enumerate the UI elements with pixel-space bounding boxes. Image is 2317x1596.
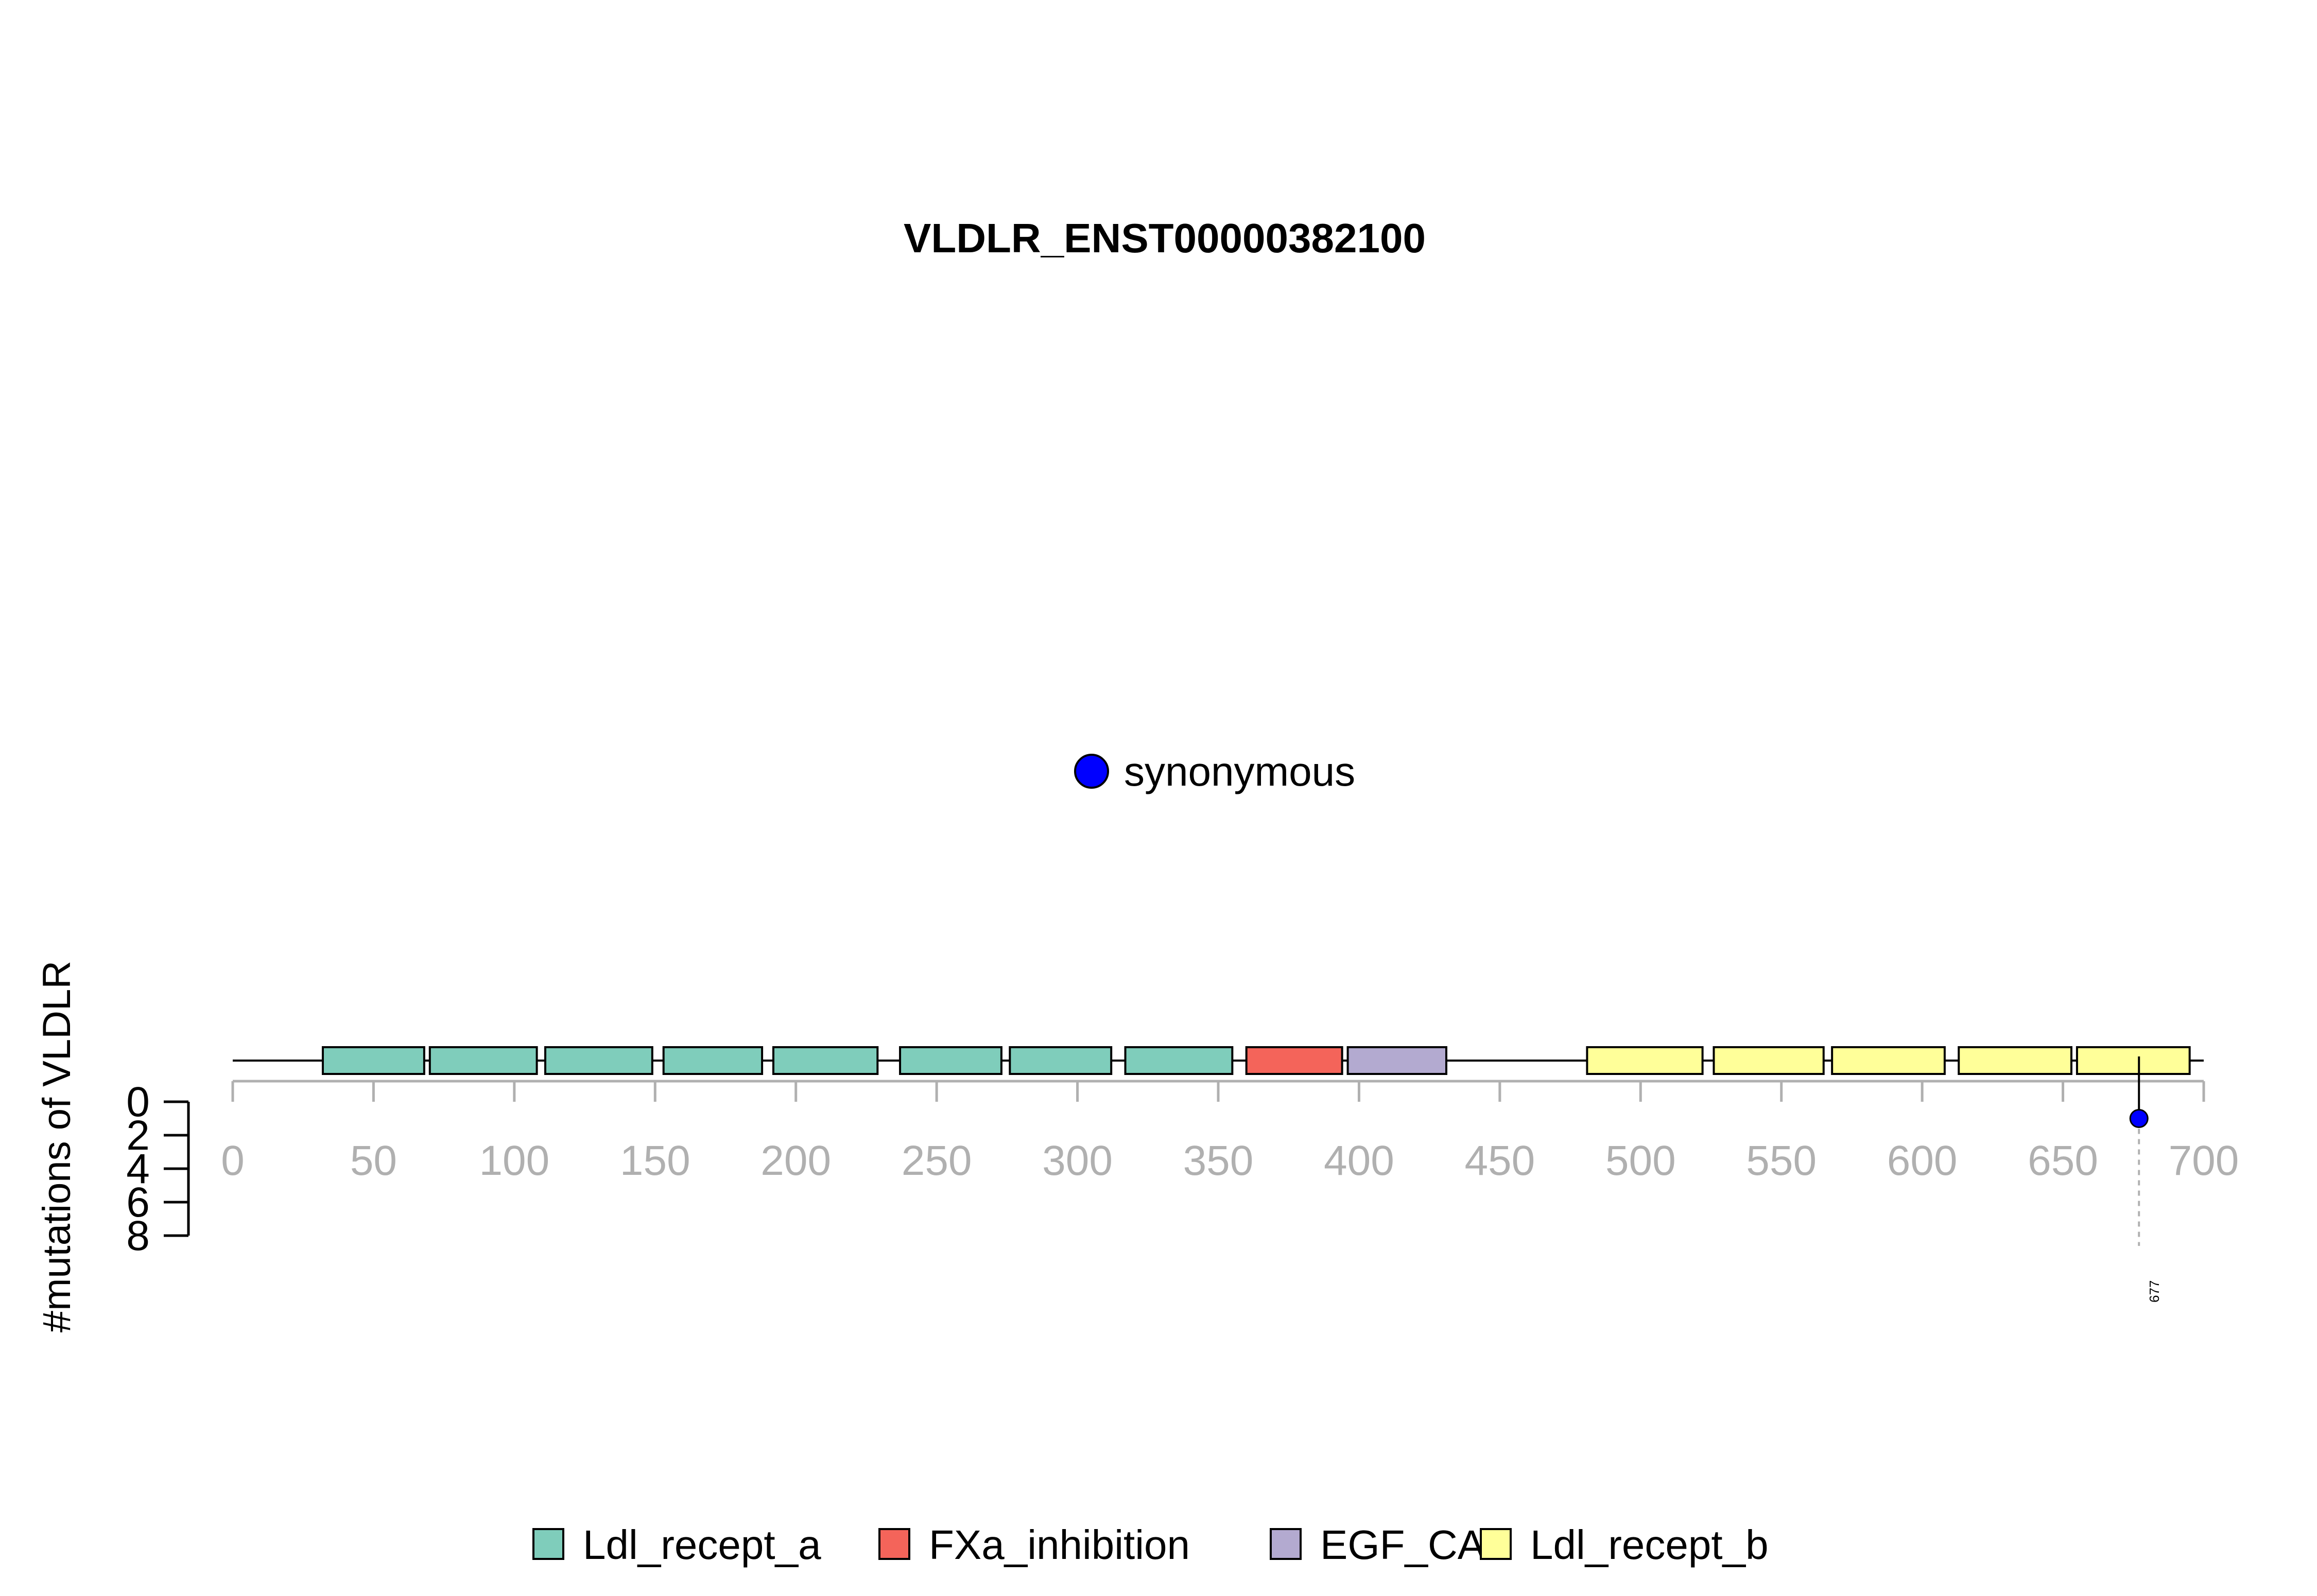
x-tick-label-300: 300 bbox=[1042, 1137, 1113, 1184]
x-tick-label-700: 700 bbox=[2169, 1137, 2239, 1184]
legend-swatch-ldl-recept-a bbox=[532, 1528, 564, 1560]
legend-label-synonymous: synonymous bbox=[1124, 749, 1355, 794]
domain-fxa-inhibition-9 bbox=[1245, 1046, 1343, 1075]
y-tick-label-2: 2 bbox=[126, 1112, 150, 1159]
y-tick-label-6: 6 bbox=[126, 1179, 150, 1226]
protein-track bbox=[233, 1046, 2204, 1075]
legend-label-ldl-recept-a: Ldl_recept_a bbox=[583, 1522, 821, 1568]
x-tick-label-550: 550 bbox=[1746, 1137, 1817, 1184]
x-axis: 0 50 100 150 200 250 300 350 400 450 500 550 600 650 7… bbox=[221, 1080, 2239, 1184]
mutation-lollipops: 677 bbox=[2129, 1056, 2162, 1303]
mutation-position-label-677: 677 bbox=[2147, 1280, 2162, 1303]
y-axis-label: #mutations of VLDLR bbox=[35, 961, 79, 1332]
x-tick-label-200: 200 bbox=[760, 1137, 831, 1184]
domain-ldl-recept-a-8 bbox=[1124, 1046, 1234, 1075]
domain-legend: Ldl_recept_a FXa_inhibition EGF_CA Ldl_rece… bbox=[532, 1522, 1769, 1568]
legend-swatch-egf-ca bbox=[1270, 1528, 1302, 1560]
domain-ldl-recept-b-13 bbox=[1831, 1046, 1946, 1075]
domain-ldl-recept-a-3 bbox=[544, 1046, 653, 1075]
x-tick-label-350: 350 bbox=[1183, 1137, 1254, 1184]
domain-ldl-recept-b-11 bbox=[1586, 1046, 1704, 1075]
x-tick-label-650: 650 bbox=[2028, 1137, 2098, 1184]
mutation-legend: synonymous bbox=[1074, 749, 1355, 794]
legend-swatch-fxa-inhibition bbox=[878, 1528, 910, 1560]
domain-ldl-recept-a-4 bbox=[662, 1046, 764, 1075]
domain-egf-ca-10 bbox=[1346, 1046, 1447, 1075]
y-tick-label-4: 4 bbox=[126, 1146, 150, 1192]
domain-ldl-recept-b-14 bbox=[1958, 1046, 2072, 1075]
x-tick-label-0: 0 bbox=[221, 1137, 245, 1184]
legend-label-fxa-inhibition: FXa_inhibition bbox=[929, 1522, 1190, 1568]
y-tick-label-0: 0 bbox=[126, 1079, 150, 1125]
domain-ldl-recept-a-2 bbox=[428, 1046, 538, 1075]
mutation-point-677 bbox=[2129, 1109, 2149, 1128]
x-tick-label-150: 150 bbox=[620, 1137, 690, 1184]
domain-ldl-recept-a-6 bbox=[899, 1046, 1002, 1075]
legend-label-egf-ca: EGF_CA bbox=[1320, 1522, 1485, 1568]
domain-ldl-recept-b-12 bbox=[1713, 1046, 1825, 1075]
x-tick-label-50: 50 bbox=[350, 1137, 397, 1184]
domain-ldl-recept-a-7 bbox=[1009, 1046, 1113, 1075]
legend-marker-synonymous bbox=[1074, 754, 1109, 789]
x-tick-label-250: 250 bbox=[902, 1137, 972, 1184]
legend-label-ldl-recept-b: Ldl_recept_b bbox=[1530, 1522, 1769, 1568]
chart-title: VLDLR_ENST00000382100 bbox=[904, 215, 1426, 261]
x-tick-label-450: 450 bbox=[1464, 1137, 1535, 1184]
x-tick-label-400: 400 bbox=[1324, 1137, 1394, 1184]
domain-ldl-recept-a-5 bbox=[772, 1046, 879, 1075]
domain-ldl-recept-a-1 bbox=[321, 1046, 425, 1075]
domain-ldl-recept-b-15 bbox=[2076, 1046, 2191, 1075]
y-tick-label-8: 8 bbox=[126, 1212, 150, 1259]
x-tick-label-500: 500 bbox=[1605, 1137, 1676, 1184]
legend-swatch-ldl-recept-b bbox=[1480, 1528, 1512, 1560]
x-tick-label-600: 600 bbox=[1887, 1137, 1958, 1184]
x-tick-label-100: 100 bbox=[479, 1137, 549, 1184]
